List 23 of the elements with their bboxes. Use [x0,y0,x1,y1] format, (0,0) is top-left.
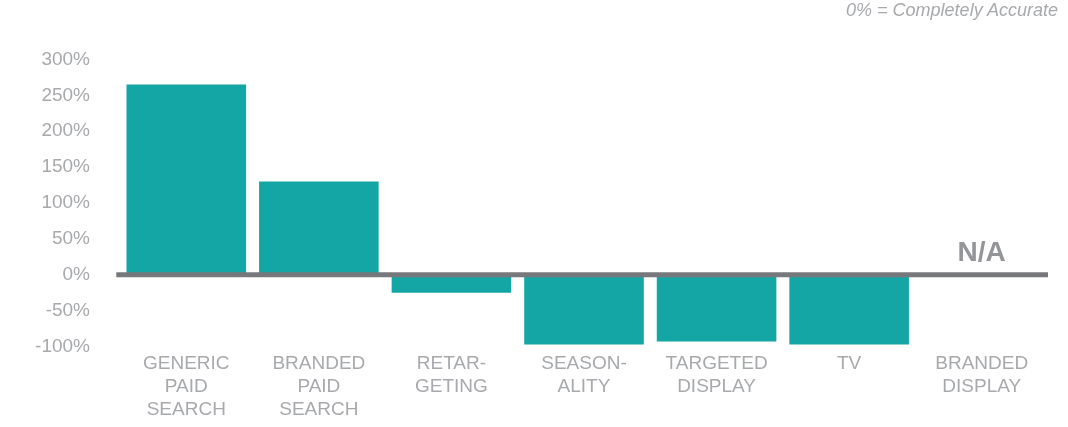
y-tick-label: 0% [62,263,91,285]
y-tick-label: 100% [41,191,91,213]
x-tick-label: GENERIC PAID SEARCH [143,352,230,419]
y-tick-label: 200% [41,119,91,141]
x-tick-label: SEASON-ALITY [541,352,627,397]
y-tick-label: -50% [45,298,91,320]
y-tick-label: 150% [41,155,91,177]
x-tick-label: TARGETED DISPLAY [665,352,768,397]
bar [524,274,644,345]
bar [656,274,777,342]
y-tick-label: 50% [51,227,91,249]
bar [789,274,909,345]
bar [126,84,247,275]
x-tick-label: BRANDED DISPLAY [935,352,1029,397]
y-tick-label: 300% [41,47,91,69]
x-tick-label: RETAR-GETING [415,352,488,397]
chart-subtitle: 0% = Completely Accurate [846,0,1058,21]
annotation: N/A [957,235,1006,267]
x-tick-label: BRANDED PAID SEARCH [272,352,366,419]
x-tick-label: TV [837,352,862,374]
bar [259,181,379,275]
y-tick-label: 250% [41,83,91,105]
y-tick-label: -100% [35,334,91,356]
